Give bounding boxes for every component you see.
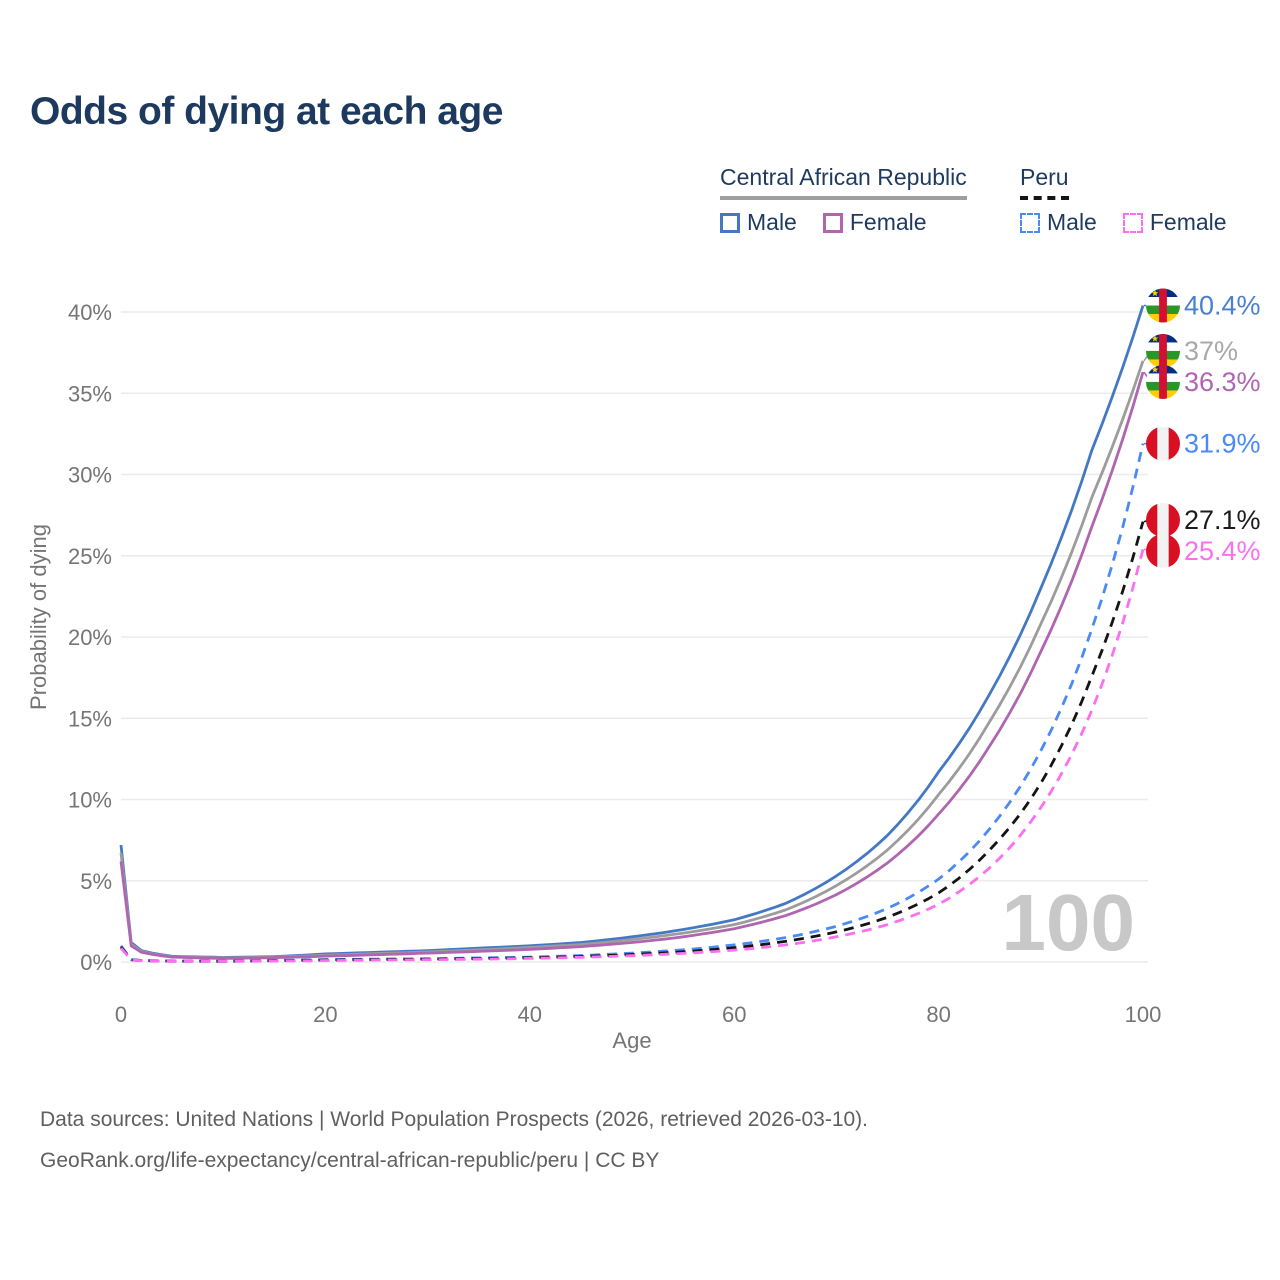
- y-axis-title: Probability of dying: [26, 524, 51, 710]
- legend-group-central-african-republic: Central African Republic Male Female: [720, 164, 967, 236]
- x-axis-title: Age: [612, 1028, 651, 1053]
- peru-male-swatch-icon: [1020, 212, 1040, 233]
- legend-item-label: Female: [849, 209, 927, 235]
- car-flag-icon: [1146, 333, 1180, 368]
- legend-item-label: Male: [1047, 209, 1097, 235]
- legend-group-peru: Peru Male Female: [1020, 164, 1227, 236]
- x-tick-label: 20: [313, 1002, 337, 1027]
- page-title: Odds of dying at each age: [30, 90, 503, 133]
- y-tick-label: 30%: [68, 463, 112, 488]
- end-value-label: 40.4%: [1184, 291, 1261, 321]
- series-path-peru-total[interactable]: [119, 521, 1145, 963]
- gridlines: 0% 5% 10% 15% 20% 25% 30% 35% 40% 0 20 40 60 80 100: [68, 300, 1161, 1027]
- legend-item-peru-male[interactable]: Male: [1020, 209, 1097, 236]
- y-tick-label: 35%: [68, 381, 112, 406]
- y-tick-label: 0%: [80, 950, 112, 975]
- end-value-label: 31.9%: [1184, 429, 1261, 459]
- y-tick-label: 15%: [68, 706, 112, 731]
- age-watermark: 100: [1002, 878, 1135, 967]
- y-tick-label: 25%: [68, 544, 112, 569]
- legend-item-peru-female[interactable]: Female: [1122, 209, 1227, 236]
- end-value-label: 37%: [1184, 336, 1238, 366]
- peru-flag-icon: [1146, 502, 1180, 537]
- end-value-label: 25.4%: [1184, 536, 1261, 566]
- x-tick-label: 60: [722, 1002, 746, 1027]
- car-female-swatch-icon: [822, 212, 843, 233]
- end-annotations: 40.4% 37%36.3% 31.9% 27.1%25.4%: [1143, 288, 1261, 568]
- legend-country-central-african-republic[interactable]: Central African Republic: [720, 164, 967, 200]
- legend-item-car-female[interactable]: Female: [822, 209, 927, 236]
- legend-item-car-male[interactable]: Male: [720, 209, 797, 236]
- car-flag-icon: [1146, 364, 1180, 399]
- series-path-peru-female[interactable]: [119, 548, 1145, 963]
- end-value-label: 27.1%: [1184, 505, 1261, 535]
- peru-flag-icon: [1146, 533, 1180, 568]
- peru-female-swatch-icon: [1122, 212, 1143, 233]
- x-tick-label: 40: [518, 1002, 542, 1027]
- series-path-central-african-republic-female[interactable]: [119, 371, 1145, 960]
- series-lines: [119, 305, 1145, 963]
- y-tick-label: 5%: [80, 869, 112, 894]
- series-path-peru-male[interactable]: [119, 443, 1145, 963]
- legend-item-label: Male: [747, 209, 797, 235]
- peru-flag-icon: [1146, 426, 1180, 461]
- footer-data-sources: Data sources: United Nations | World Pop…: [40, 1108, 869, 1131]
- x-tick-label: 100: [1125, 1002, 1162, 1027]
- car-flag-icon: [1146, 288, 1180, 323]
- y-tick-label: 10%: [68, 788, 112, 813]
- x-tick-label: 80: [926, 1002, 950, 1027]
- legend-country-peru[interactable]: Peru: [1020, 164, 1069, 200]
- end-value-label: 36.3%: [1184, 367, 1261, 397]
- y-tick-label: 20%: [68, 625, 112, 650]
- y-tick-label: 40%: [68, 300, 112, 325]
- legend-item-label: Female: [1149, 209, 1227, 235]
- car-male-swatch-icon: [720, 212, 740, 233]
- footer-attribution: GeoRank.org/life-expectancy/central-afri…: [40, 1149, 660, 1172]
- series-path-central-african-republic-male[interactable]: [119, 305, 1145, 959]
- x-tick-label: 0: [115, 1002, 127, 1027]
